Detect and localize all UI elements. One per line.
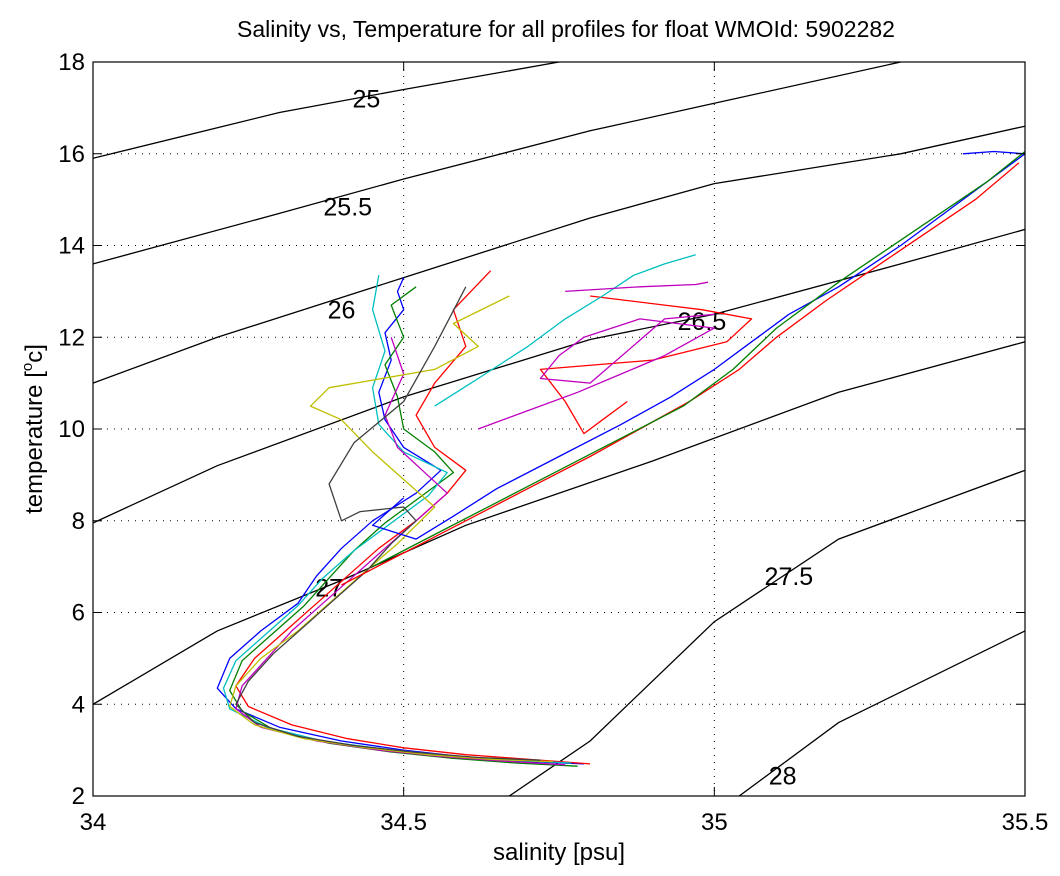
x-tick-label: 35	[701, 809, 728, 836]
y-tick-label: 2	[72, 783, 85, 810]
density-contour-line	[93, 228, 1025, 524]
y-axis-label-sup: o	[19, 363, 36, 371]
x-tick-label: 34	[80, 809, 107, 836]
density-contour-label: 27.5	[765, 563, 814, 591]
density-contour-line	[93, 125, 1025, 384]
y-axis-label-main: temperature [	[21, 371, 48, 514]
profile-line	[565, 281, 709, 293]
density-contour-label: 28	[769, 762, 797, 790]
density-contour-line	[738, 630, 1025, 796]
y-tick-label: 14	[58, 233, 85, 260]
y-tick-label: 10	[58, 416, 85, 443]
x-tick-label: 35.5	[1002, 809, 1049, 836]
profile-line	[477, 313, 715, 430]
density-contour-line	[93, 62, 901, 265]
x-tick-label: 34.5	[380, 809, 427, 836]
profile-line	[216, 277, 584, 765]
profile-series	[216, 150, 1025, 767]
x-axis-label: salinity [psu]	[493, 839, 625, 866]
plot-background	[93, 62, 1025, 796]
chart-title: Salinity vs, Temperature for all profile…	[237, 16, 895, 42]
density-contour-label: 25.5	[323, 194, 372, 222]
density-contour-label: 25	[352, 86, 380, 114]
y-tick-label: 12	[58, 324, 85, 351]
tick-layer: 34 34.5 35 35.5 2 4 6 8 10 12 14 16 18	[58, 49, 1048, 836]
y-axis-label: temperature [oc]	[19, 344, 48, 514]
y-tick-label: 18	[58, 49, 85, 76]
y-tick-label: 8	[72, 508, 85, 535]
y-tick-label: 4	[72, 691, 85, 718]
density-contour-label: 26	[328, 297, 356, 325]
y-axis-label-unit: c]	[21, 344, 48, 363]
density-contour-line	[93, 62, 560, 159]
density-contour-line	[93, 341, 1025, 705]
density-contour-line	[508, 469, 1025, 796]
y-tick-label: 6	[72, 600, 85, 627]
profile-line	[434, 254, 696, 407]
profile-line	[235, 270, 591, 765]
profile-line	[235, 286, 541, 761]
profile-line	[372, 150, 1025, 568]
y-tick-label: 16	[58, 141, 85, 168]
